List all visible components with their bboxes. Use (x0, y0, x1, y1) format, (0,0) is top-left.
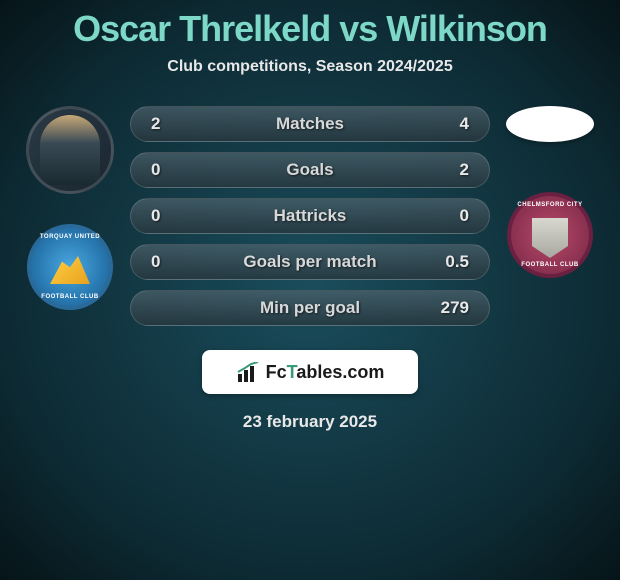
stat-right-value: 4 (429, 114, 469, 134)
stat-left-value: 0 (151, 252, 191, 272)
badge-right-top-text: CHELMSFORD CITY (517, 202, 582, 208)
player-left-avatar (26, 106, 114, 194)
stat-label: Goals (286, 160, 333, 180)
bar-chart-icon (236, 362, 260, 382)
stat-left-value: 0 (151, 206, 191, 226)
stat-row-goals: 0 Goals 2 (130, 152, 490, 188)
stat-row-matches: 2 Matches 4 (130, 106, 490, 142)
stat-label: Min per goal (260, 298, 360, 318)
stat-label: Hattricks (274, 206, 347, 226)
stat-left-value: 0 (151, 160, 191, 180)
club-badge-right: CHELMSFORD CITY FOOTBALL CLUB (507, 192, 593, 278)
attribution-badge: FcTables.com (202, 350, 418, 394)
right-player-column: CHELMSFORD CITY FOOTBALL CLUB (490, 106, 610, 278)
stat-label: Goals per match (243, 252, 376, 272)
stat-right-value: 279 (429, 298, 469, 318)
stat-row-goals-per-match: 0 Goals per match 0.5 (130, 244, 490, 280)
stat-row-min-per-goal: Min per goal 279 (130, 290, 490, 326)
badge-right-bottom-text: FOOTBALL CLUB (521, 262, 578, 268)
page-title: Oscar Threlkeld vs Wilkinson (0, 0, 620, 50)
date-text: 23 february 2025 (0, 412, 620, 432)
stat-right-value: 2 (429, 160, 469, 180)
stat-label: Matches (276, 114, 344, 134)
stat-row-hattricks: 0 Hattricks 0 (130, 198, 490, 234)
left-player-column: TORQUAY UNITED FOOTBALL CLUB (10, 106, 130, 310)
subtitle: Club competitions, Season 2024/2025 (0, 58, 620, 76)
stat-right-value: 0 (429, 206, 469, 226)
attribution-text: FcTables.com (266, 362, 385, 383)
badge-left-top-text: TORQUAY UNITED (40, 234, 100, 240)
comparison-area: TORQUAY UNITED FOOTBALL CLUB 2 Matches 4… (0, 106, 620, 326)
stats-column: 2 Matches 4 0 Goals 2 0 Hattricks 0 0 Go… (130, 106, 490, 326)
club-badge-left: TORQUAY UNITED FOOTBALL CLUB (27, 224, 113, 310)
stat-right-value: 0.5 (429, 252, 469, 272)
brand-suffix: ables.com (296, 362, 384, 382)
stat-left-value: 2 (151, 114, 191, 134)
badge-left-bottom-text: FOOTBALL CLUB (41, 294, 98, 300)
brand-accent: T (287, 362, 297, 382)
brand-prefix: Fc (266, 362, 287, 382)
player-right-avatar-placeholder (506, 106, 594, 142)
player-silhouette-icon (40, 115, 100, 185)
